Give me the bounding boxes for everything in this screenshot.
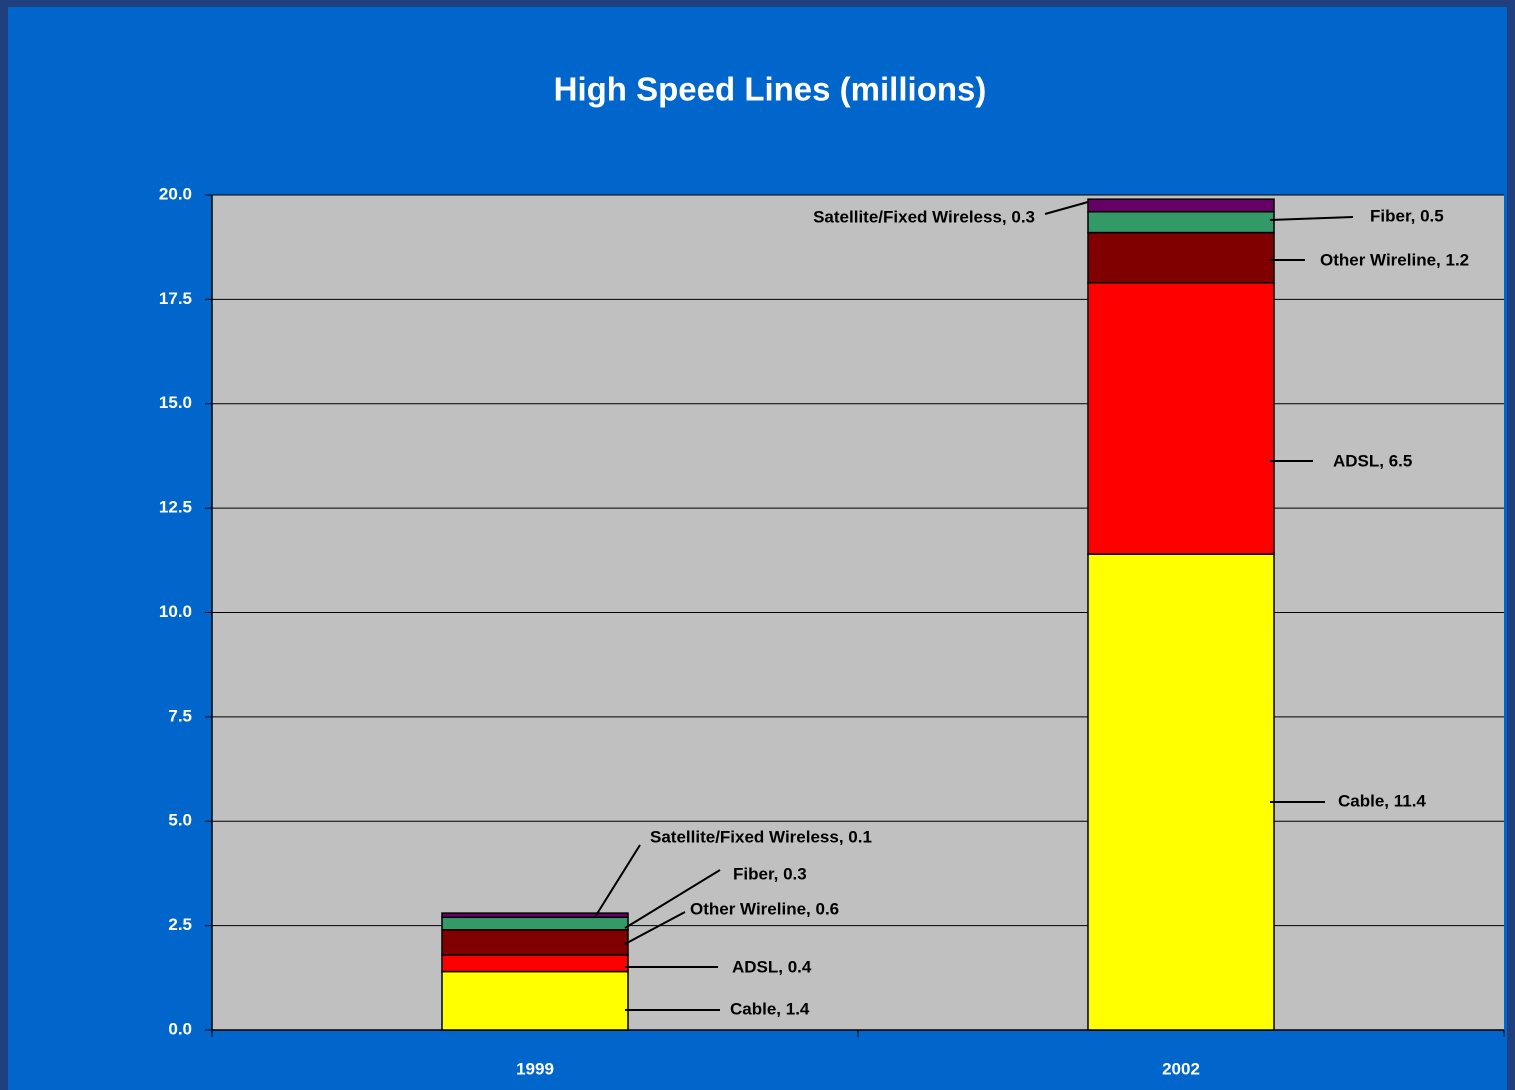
bar-segment (1087, 553, 1275, 1031)
data-label: Other Wireline, 1.2 (1320, 250, 1469, 269)
y-tick-label: 12.5 (159, 498, 192, 517)
data-label: ADSL, 6.5 (1333, 451, 1412, 470)
x-tick-label: 2002 (1162, 1059, 1200, 1078)
data-label: Cable, 11.4 (1338, 791, 1426, 810)
bar-segment (441, 929, 629, 956)
y-tick-label: 0.0 (168, 1019, 192, 1038)
y-tick-label: 17.5 (159, 289, 192, 308)
y-tick-label: 15.0 (159, 393, 192, 412)
bar-segment (1087, 198, 1275, 213)
data-label: Satellite/Fixed Wireless, 0.3 (813, 207, 1035, 226)
leader-line (624, 911, 686, 945)
leader-line (1269, 216, 1354, 221)
y-tick-label: 5.0 (168, 811, 192, 830)
chart-title: High Speed Lines (millions) (554, 71, 987, 108)
bar-segment (1087, 210, 1275, 234)
data-label: Satellite/Fixed Wireless, 0.1 (650, 827, 872, 846)
leader-line (1044, 201, 1089, 215)
y-tick-label: 7.5 (168, 706, 192, 725)
data-label: Cable, 1.4 (730, 999, 810, 1018)
data-label: Fiber, 0.5 (1370, 206, 1444, 225)
x-tick-label: 1999 (516, 1059, 554, 1078)
leader-line (594, 844, 641, 918)
bar-segment (441, 912, 629, 919)
bar-segment (441, 954, 629, 973)
y-tick-label: 10.0 (159, 602, 192, 621)
data-label: ADSL, 0.4 (732, 957, 812, 976)
bar-segment (441, 970, 629, 1031)
y-tick-label: 20.0 (159, 184, 192, 203)
data-label: Fiber, 0.3 (733, 864, 807, 883)
bar-segment (441, 916, 629, 931)
bar-segment (1087, 281, 1275, 555)
data-label: Other Wireline, 0.6 (690, 899, 839, 918)
bar-segment (1087, 231, 1275, 284)
leader-line (624, 869, 721, 929)
y-tick-label: 2.5 (168, 915, 192, 934)
